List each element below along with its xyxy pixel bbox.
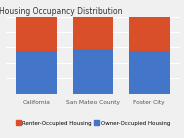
Bar	[16, 17, 57, 51]
Legend: Renter-Occupied Housing, Owner-Occupied Housing: Renter-Occupied Housing, Owner-Occupied …	[13, 118, 172, 128]
Text: Housing Occupancy Distribution: Housing Occupancy Distribution	[0, 7, 122, 16]
Bar	[16, 51, 57, 94]
Bar	[129, 51, 170, 94]
Bar	[73, 49, 113, 94]
Bar	[73, 17, 113, 49]
Bar	[129, 17, 170, 51]
